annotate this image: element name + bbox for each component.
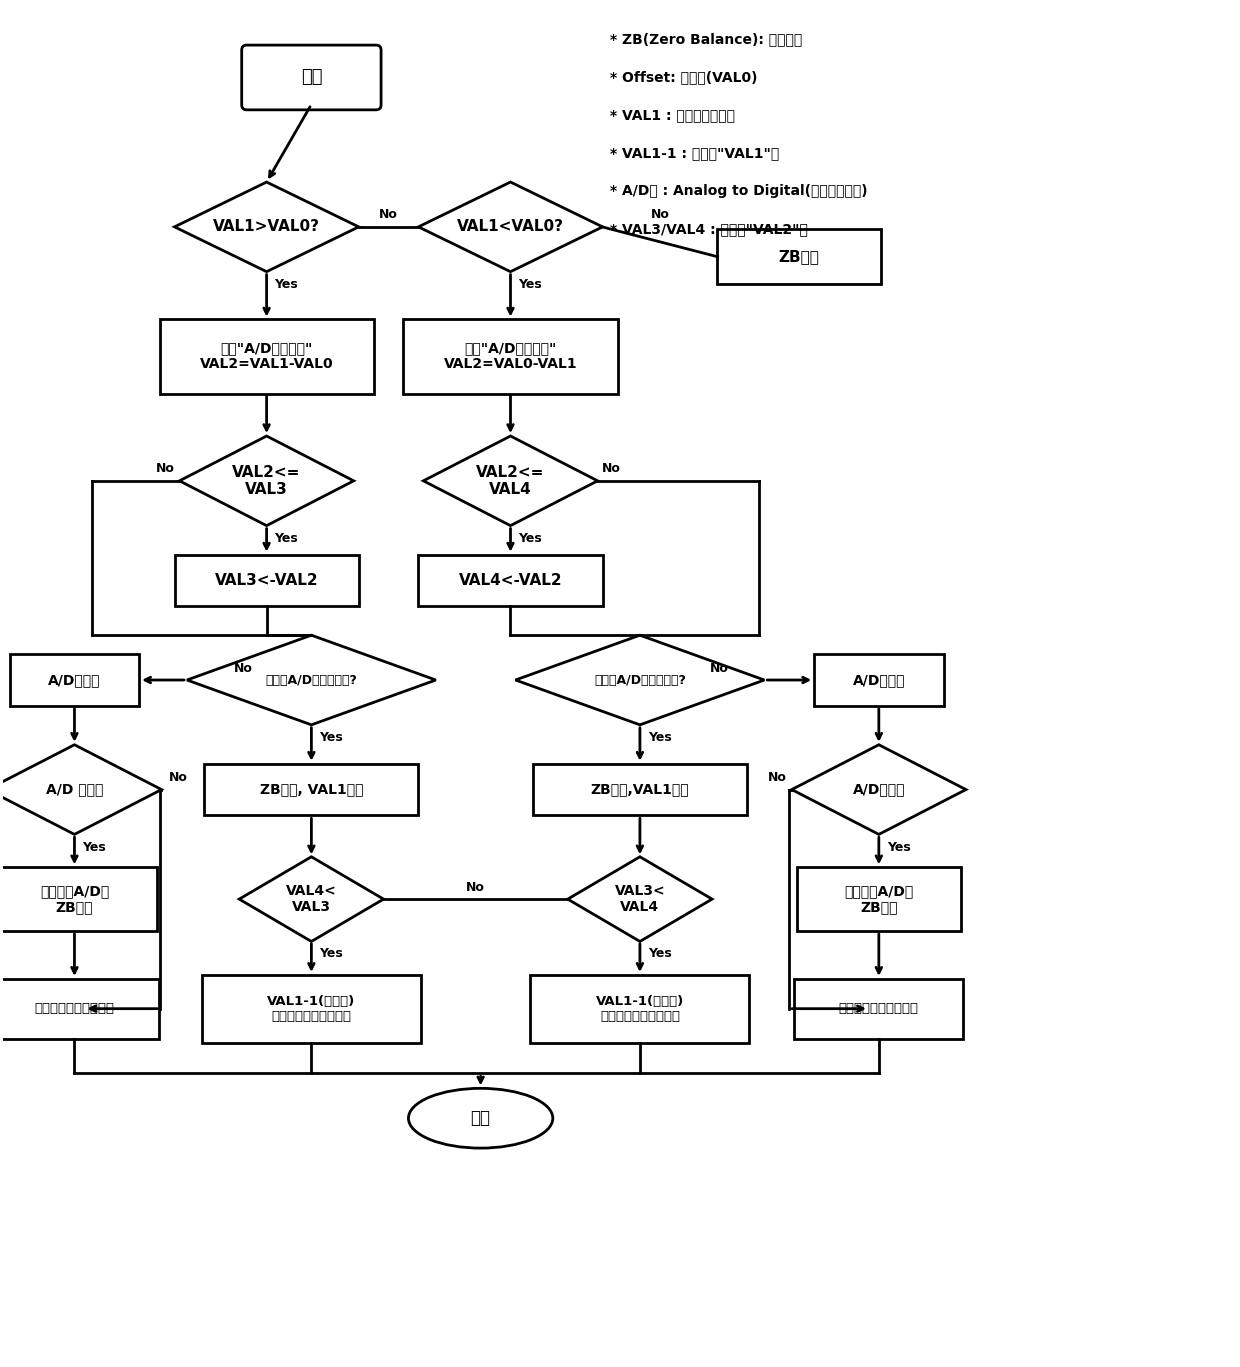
Bar (815, 655, 944, 705)
Text: Yes: Yes (320, 947, 343, 961)
Bar (0, 979, 159, 1039)
Polygon shape (0, 745, 161, 834)
Text: ZB完成,VAL1确定: ZB完成,VAL1确定 (590, 782, 689, 797)
Text: No: No (603, 462, 621, 476)
Text: VAL4<
VAL3: VAL4< VAL3 (286, 884, 337, 915)
Bar (175, 555, 358, 607)
Polygon shape (180, 436, 353, 526)
Text: Yes: Yes (647, 947, 672, 961)
Ellipse shape (408, 1088, 553, 1148)
Text: A/D值减少: A/D值减少 (48, 673, 100, 688)
Text: VAL1<VAL0?: VAL1<VAL0? (458, 219, 564, 234)
Polygon shape (568, 857, 712, 942)
Bar (160, 319, 373, 394)
Text: Yes: Yes (82, 841, 107, 854)
Polygon shape (418, 182, 603, 272)
Text: * A/D值 : Analog to Digital(模拟数字转换): * A/D值 : Analog to Digital(模拟数字转换) (610, 185, 868, 198)
Bar (797, 867, 961, 931)
Bar (205, 764, 418, 816)
Polygon shape (791, 745, 966, 834)
Text: * VAL3/VAL4 : 以前的"VAL2"值: * VAL3/VAL4 : 以前的"VAL2"值 (610, 221, 808, 236)
Text: Yes: Yes (274, 278, 299, 291)
Text: 强制设置A/D值
ZB完成: 强制设置A/D值 ZB完成 (844, 884, 914, 915)
Text: VAL2<=
VAL3: VAL2<= VAL3 (232, 465, 301, 498)
Bar (403, 319, 618, 394)
Bar (531, 975, 749, 1043)
Text: A/D最大值: A/D最大值 (853, 782, 905, 797)
Polygon shape (187, 636, 435, 725)
Text: 设置"A/D递减状态"
VAL2=VAL0-VAL1: 设置"A/D递减状态" VAL2=VAL0-VAL1 (444, 342, 578, 372)
Text: Yes: Yes (320, 731, 343, 744)
Text: No: No (466, 880, 485, 894)
Text: 强制设置A/D值
ZB完成: 强制设置A/D值 ZB完成 (40, 884, 109, 915)
Text: VAL1>VAL0?: VAL1>VAL0? (213, 219, 320, 234)
FancyBboxPatch shape (242, 45, 381, 109)
Text: 以前的A/D为递减状态?: 以前的A/D为递减状态? (265, 674, 357, 686)
Text: No: No (169, 771, 188, 785)
Text: 返回: 返回 (471, 1109, 491, 1128)
Text: No: No (769, 771, 787, 785)
Text: 并联电阻器的选择确定: 并联电阻器的选择确定 (35, 1002, 114, 1016)
Polygon shape (423, 436, 598, 526)
Text: 设置"A/D增长状态"
VAL2=VAL1-VAL0: 设置"A/D增长状态" VAL2=VAL1-VAL0 (200, 342, 334, 372)
Bar (202, 975, 420, 1043)
Text: ZB完成: ZB完成 (779, 249, 820, 264)
Bar (0, 867, 156, 931)
Text: 以前的A/D为增长状态?: 以前的A/D为增长状态? (594, 674, 686, 686)
Text: * VAL1-1 : 以前的"VAL1"值: * VAL1-1 : 以前的"VAL1"值 (610, 146, 779, 160)
Text: A/D值增加: A/D值增加 (853, 673, 905, 688)
Polygon shape (516, 636, 764, 725)
Text: Yes: Yes (887, 841, 910, 854)
Text: No: No (651, 208, 670, 221)
Text: No: No (156, 462, 175, 476)
Polygon shape (239, 857, 383, 942)
Text: No: No (711, 662, 729, 674)
Text: ZB完成, VAL1确定: ZB完成, VAL1确定 (259, 782, 363, 797)
Text: No: No (378, 208, 398, 221)
Text: * VAL1 : 当前湿度感应值: * VAL1 : 当前湿度感应值 (610, 108, 735, 123)
Text: * Offset: 默认值(VAL0): * Offset: 默认值(VAL0) (610, 71, 758, 85)
Text: VAL2<=
VAL4: VAL2<= VAL4 (476, 465, 544, 498)
Text: VAL1-1(以前值)
并联电阻器的选择确定: VAL1-1(以前值) 并联电阻器的选择确定 (268, 995, 356, 1023)
Text: * ZB(Zero Balance): 零点平衡: * ZB(Zero Balance): 零点平衡 (610, 33, 802, 46)
Text: Yes: Yes (274, 532, 299, 545)
Text: Yes: Yes (518, 278, 542, 291)
Text: 开始: 开始 (300, 68, 322, 86)
Bar (533, 764, 746, 816)
Text: A/D 最低值: A/D 最低值 (46, 782, 103, 797)
Text: VAL4<-VAL2: VAL4<-VAL2 (459, 573, 562, 588)
Polygon shape (175, 182, 358, 272)
Bar (717, 230, 882, 284)
Bar (794, 979, 963, 1039)
Text: VAL3<
VAL4: VAL3< VAL4 (615, 884, 665, 915)
Text: VAL1-1(以前值)
并联电阻器的选择确定: VAL1-1(以前值) 并联电阻器的选择确定 (595, 995, 684, 1023)
Text: 并联电阻器的选择确定: 并联电阻器的选择确定 (838, 1002, 919, 1016)
Bar (10, 655, 139, 705)
Text: Yes: Yes (518, 532, 542, 545)
Text: VAL3<-VAL2: VAL3<-VAL2 (215, 573, 319, 588)
Text: No: No (234, 662, 253, 674)
Bar (418, 555, 603, 607)
Text: Yes: Yes (647, 731, 672, 744)
